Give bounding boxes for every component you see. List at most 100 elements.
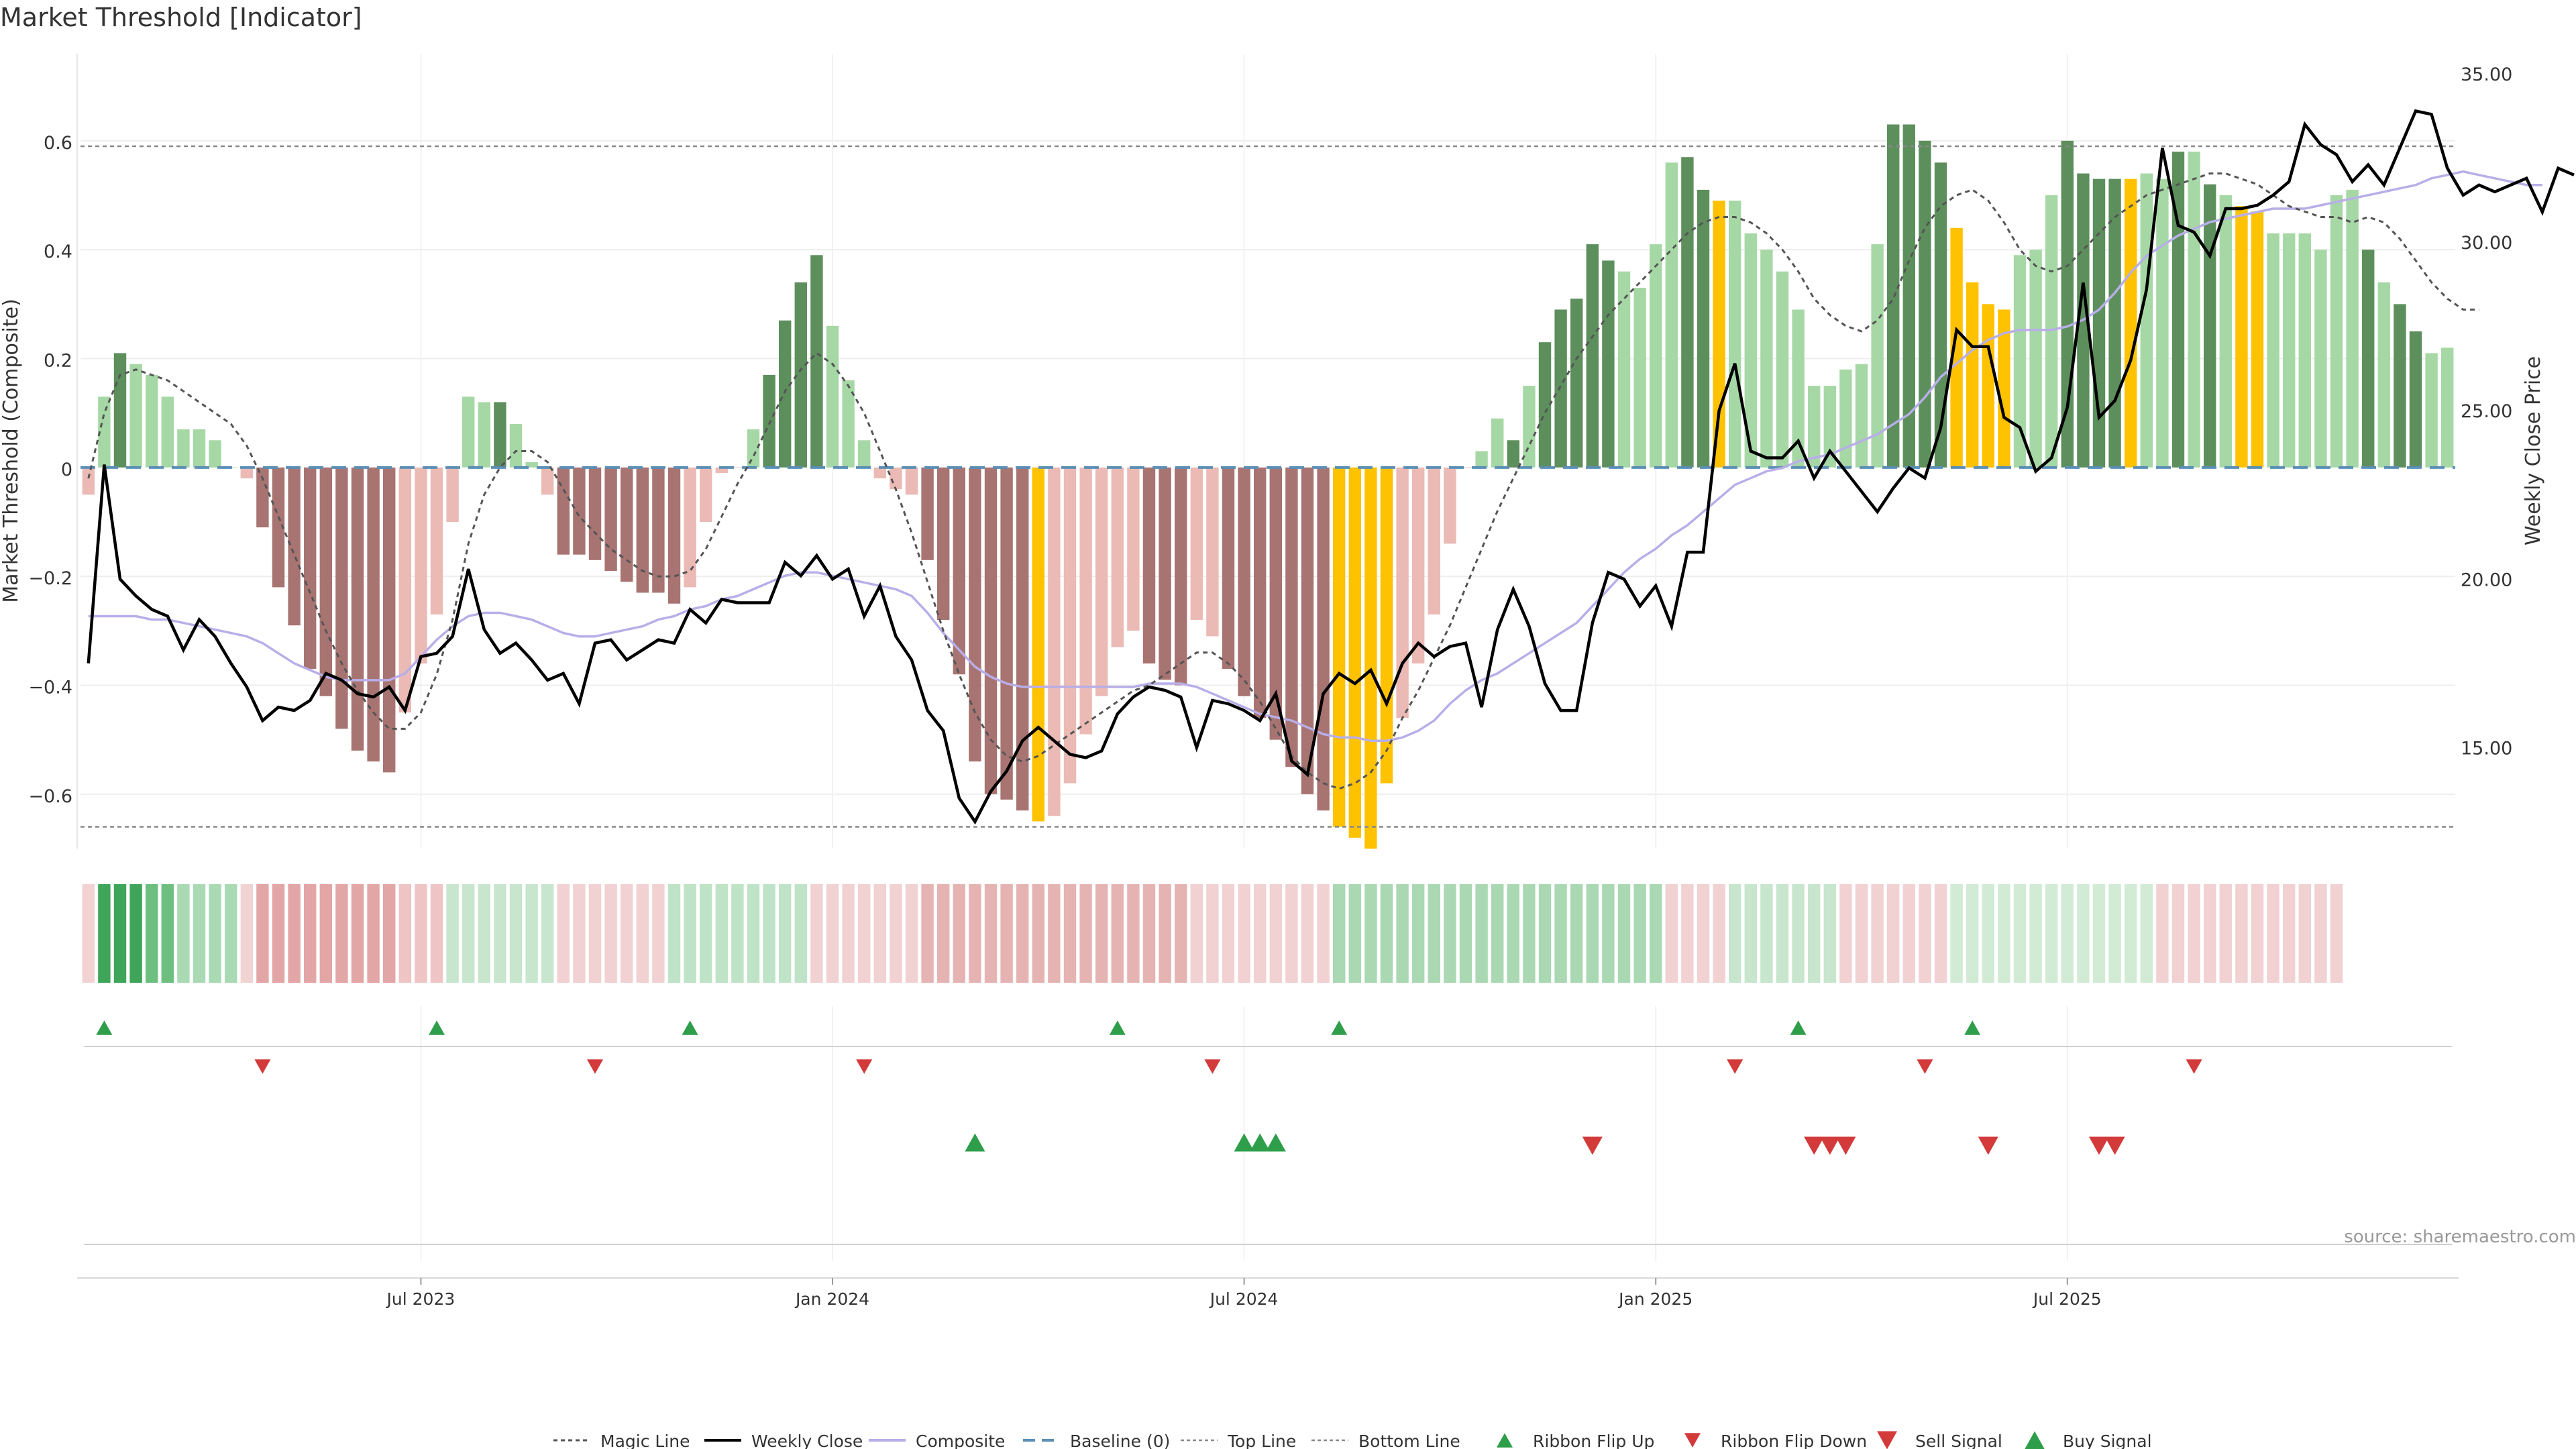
composite-bar <box>588 467 602 560</box>
composite-bar <box>2330 195 2343 468</box>
composite-bar <box>113 353 127 468</box>
y-axis-label-left: Market Threshold (Composite) <box>0 299 23 603</box>
legend-label: Top Line <box>1227 1432 1296 1449</box>
ribbon-cell <box>351 884 364 983</box>
ribbon-flip-down-marker <box>1917 1059 1933 1074</box>
composite-bar <box>747 429 760 468</box>
legend-label: Magic Line <box>600 1432 690 1449</box>
ribbon-cell <box>1222 884 1235 983</box>
ribbon-cell <box>303 884 317 983</box>
ribbon-cell <box>1919 884 1931 983</box>
legend-label: Weekly Close <box>751 1432 863 1449</box>
composite-bar <box>890 467 902 490</box>
ribbon-cell <box>953 884 966 983</box>
composite-bar <box>2440 347 2454 468</box>
composite-bar <box>936 467 950 621</box>
ribbon-flip-up-marker <box>1790 1020 1807 1035</box>
ribbon-cell <box>2092 884 2106 983</box>
ribbon-cell <box>1475 884 1488 983</box>
composite-bar <box>1222 467 1235 669</box>
y-tick-left: 0.4 <box>44 241 72 262</box>
composite-bar <box>2361 250 2375 468</box>
composite-bar <box>2156 178 2169 468</box>
ribbon-cell <box>82 884 95 983</box>
ribbon-cell <box>1253 884 1267 983</box>
y-tick-left: 0.6 <box>44 133 72 154</box>
ribbon-cell <box>1190 884 1203 983</box>
ribbon-cell <box>2219 884 2233 983</box>
ribbon-cell <box>1807 884 1821 983</box>
composite-bar <box>1000 467 1013 800</box>
sell-signal-marker <box>2089 1136 2109 1155</box>
ribbon-cell <box>1174 884 1187 983</box>
composite-bar <box>2298 233 2312 468</box>
ribbon-cell <box>620 884 633 983</box>
ribbon-cell <box>1079 884 1092 983</box>
buy-signal-marker <box>1250 1133 1271 1152</box>
legend-ribbon-flip-up-swatch <box>1497 1433 1513 1448</box>
composite-bar <box>1681 157 1694 468</box>
ribbon-cell <box>1238 884 1250 983</box>
composite-bar <box>1713 201 1725 468</box>
composite-bar <box>272 467 285 588</box>
ribbon-cell <box>1063 884 1077 983</box>
ribbon-cell <box>161 884 174 983</box>
composite-bar <box>1206 467 1219 637</box>
composite-bar <box>2140 173 2153 468</box>
composite-bar <box>2013 255 2027 468</box>
x-tick-label: Jan 2025 <box>1617 1289 1693 1309</box>
ribbon-cell <box>1633 884 1646 983</box>
ribbon-cell <box>1269 884 1283 983</box>
composite-bar <box>1807 386 1821 468</box>
composite-bar <box>209 440 221 468</box>
composite-bar <box>1032 467 1045 822</box>
ribbon-cell <box>2251 884 2264 983</box>
ribbon-cell <box>446 884 459 983</box>
ribbon-cell <box>1444 884 1456 983</box>
ribbon-cell <box>1159 884 1171 983</box>
ribbon-cell <box>873 884 887 983</box>
composite-bar <box>1554 309 1567 468</box>
composite-bar <box>984 467 998 794</box>
x-tick-label: Jul 2025 <box>2032 1289 2102 1309</box>
ribbon-cell <box>2171 884 2185 983</box>
ribbon-flip-up-marker <box>96 1020 113 1035</box>
ribbon-cell <box>113 884 127 983</box>
sell-signal-marker <box>1835 1136 1856 1155</box>
composite-bar <box>1016 467 1029 811</box>
ribbon-cell <box>1301 884 1314 983</box>
ribbon-cell <box>288 884 301 983</box>
ribbon-cell <box>335 884 348 983</box>
y-tick-right: 15.00 <box>2461 738 2512 759</box>
composite-bar <box>1633 288 1646 468</box>
ribbon-cell <box>652 884 665 983</box>
legend-label: Baseline (0) <box>1070 1432 1170 1449</box>
ribbon-cell <box>2124 884 2137 983</box>
composite-bar <box>1127 467 1140 631</box>
ribbon-cell <box>1285 884 1298 983</box>
y-tick-left: −0.6 <box>28 786 72 807</box>
y-tick-left: 0 <box>61 460 72 480</box>
composite-bar <box>2267 233 2279 468</box>
ribbon-flip-down-marker <box>254 1059 271 1074</box>
ribbon-cell <box>810 884 823 983</box>
ribbon-cell <box>1348 884 1362 983</box>
composite-bar <box>430 467 443 614</box>
ribbon-flip-down-marker <box>856 1059 873 1074</box>
legend-label: Sell Signal <box>1915 1432 2002 1449</box>
ribbon-cell <box>2140 884 2153 983</box>
composite-bar <box>873 467 887 479</box>
ribbon-cell <box>1681 884 1694 983</box>
composite-bar <box>1966 282 1979 468</box>
ribbon-cell <box>2029 884 2042 983</box>
composite-bar <box>98 396 111 468</box>
composite-bar <box>1301 467 1314 794</box>
ribbon-cell <box>1792 884 1805 983</box>
composite-bar <box>636 467 649 593</box>
ribbon-cell <box>573 884 586 983</box>
ribbon-cell <box>1127 884 1140 983</box>
composite-bar <box>478 402 491 468</box>
ribbon-cell <box>1713 884 1725 983</box>
ribbon-cell <box>430 884 443 983</box>
x-tick-label: Jul 2023 <box>386 1289 455 1309</box>
